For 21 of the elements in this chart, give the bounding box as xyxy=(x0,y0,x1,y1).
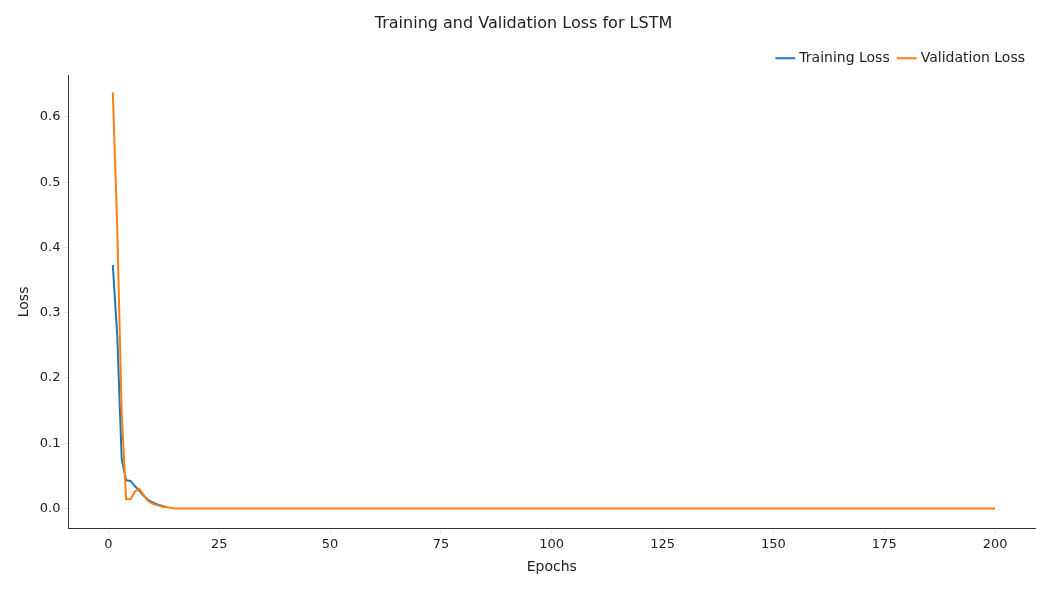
y-tick-label: 0.1 xyxy=(39,434,61,450)
chart-title: Training and Validation Loss for LSTM xyxy=(373,12,673,32)
x-tick-label: 200 xyxy=(982,535,1008,551)
x-tick-label: 150 xyxy=(761,535,786,551)
legend-label: Training Loss xyxy=(798,48,890,65)
y-tick-label: 0.4 xyxy=(39,238,61,254)
y-axis-title: Loss xyxy=(15,286,32,318)
y-tick-label: 0.2 xyxy=(39,369,61,385)
y-tick-label: 0.5 xyxy=(39,173,61,189)
y-tick-label: 0.6 xyxy=(39,108,61,124)
legend-label: Validation Loss xyxy=(920,48,1026,65)
x-tick-label: 50 xyxy=(321,535,339,551)
x-tick-label: 175 xyxy=(871,535,897,551)
y-tick-label: 0.0 xyxy=(39,499,61,515)
y-tick-label: 0.3 xyxy=(39,304,61,320)
x-tick-label: 75 xyxy=(432,535,450,551)
x-tick-label: 100 xyxy=(539,535,565,551)
x-tick-label: 25 xyxy=(210,535,228,551)
x-tick-label: 125 xyxy=(650,535,675,551)
x-tick-label: 0 xyxy=(104,535,113,551)
x-axis-title: Epochs xyxy=(526,558,577,575)
